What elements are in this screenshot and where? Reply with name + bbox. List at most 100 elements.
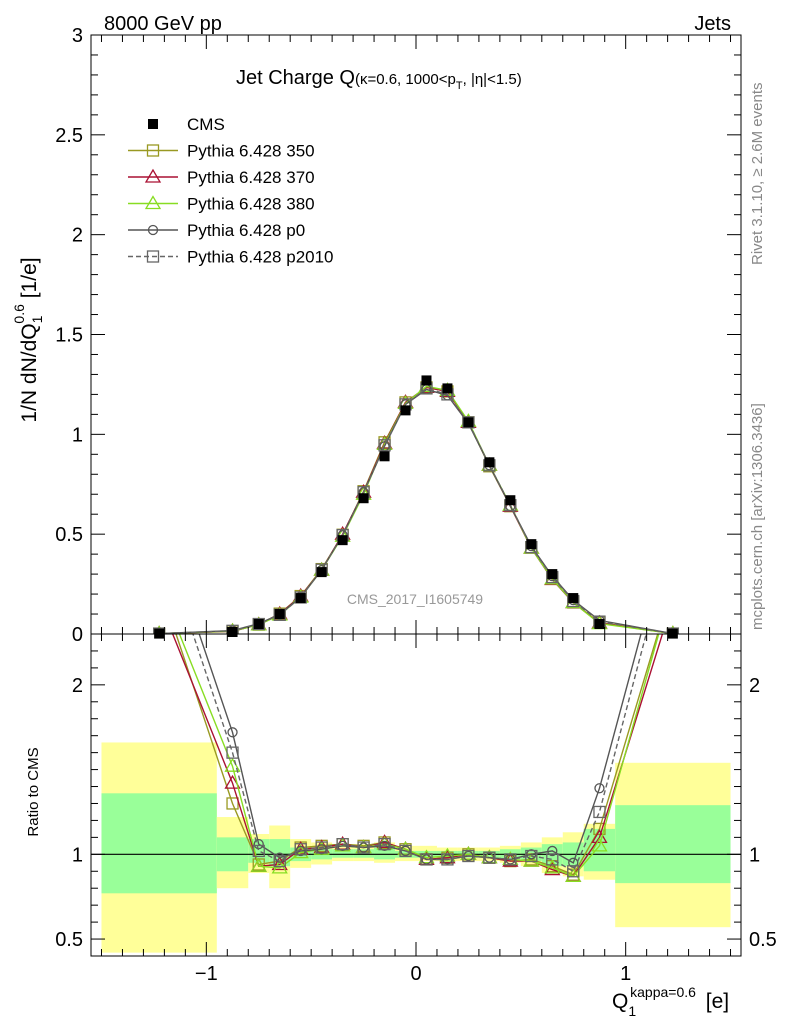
cms-point-16 — [547, 569, 558, 580]
ratio-marker-s3-1 — [227, 727, 238, 738]
cms-point-3 — [274, 609, 285, 620]
ratio-marker-s4-4 — [294, 843, 307, 856]
legend: CMS Pythia 6.428 350 Pythia 6.428 370 Pythi… — [128, 115, 334, 267]
ratio-marker-s4-18 — [593, 805, 606, 819]
xtick-label-0: −1 — [195, 963, 218, 985]
legend-marker-2 — [144, 168, 162, 183]
rivet-label: Rivet 3.1.10, ≥ 2.6M events — [749, 83, 766, 266]
x-label-text: Q — [612, 990, 628, 1013]
cms-point-11 — [442, 383, 453, 394]
xtick-label-2: 1 — [620, 963, 631, 985]
green-band-19 — [615, 805, 731, 884]
ratio-marker-s3-7 — [358, 842, 369, 853]
legend-marker-4 — [147, 224, 159, 236]
ratio-marker-s4-2 — [252, 844, 265, 858]
ratio-marker-s4-8 — [378, 837, 391, 851]
main-marker-s4-8 — [378, 439, 391, 452]
main-marker-s4-2 — [252, 617, 265, 631]
ratio-marker-s3-12 — [463, 850, 474, 862]
main-marker-s4-12 — [462, 416, 475, 429]
x-label-sup: kappa=0.6 — [630, 984, 696, 1000]
legend-marker-5 — [146, 250, 160, 263]
green-band-6 — [332, 849, 354, 858]
plot-title: Jet Charge Q(κ=0.6, 1000<pT, |η|<1.5) — [236, 67, 522, 92]
ratio-marker-s4-15 — [525, 849, 538, 863]
ratio-marker-s4-5 — [315, 841, 328, 854]
ratio-marker-s4-12 — [462, 849, 475, 863]
y-axis-label-main: 1/N dN/dQ10.6 [1/e] — [11, 257, 45, 422]
ratio-marker-s4-11 — [441, 853, 454, 866]
plot-title-sub: (κ=0.6, 1000<p — [355, 71, 456, 88]
legend-label-1: Pythia 6.428 350 — [187, 142, 315, 161]
ratio-marker-s3-5 — [316, 844, 327, 855]
cms-point-1 — [227, 627, 238, 638]
ratio-ytick-label-2: 2 — [72, 675, 83, 697]
ratio-marker-s4-14 — [504, 853, 517, 866]
cms-point-9 — [400, 405, 411, 416]
ratio-marker-s4-17 — [567, 865, 580, 878]
ratio-ytick-label-right-2: 2 — [749, 675, 760, 697]
cms-point-8 — [379, 451, 390, 462]
legend-label-2: Pythia 6.428 370 — [187, 168, 315, 187]
legend-marker-1 — [146, 144, 160, 157]
legend-marker-0 — [148, 119, 158, 129]
main-ytick-label-3: 1.5 — [55, 325, 83, 347]
ratio-marker-s2-1 — [224, 757, 241, 772]
ratio-marker-s4-3 — [273, 854, 286, 868]
cms-point-18 — [594, 619, 605, 630]
ratio-marker-s2-18 — [591, 837, 608, 852]
ratio-marker-s3-14 — [505, 854, 516, 865]
process-label: Jets — [694, 13, 731, 35]
ratio-marker-s1-18 — [591, 829, 608, 844]
ratio-marker-s3-11 — [442, 854, 453, 865]
ratio-marker-s4-6 — [336, 837, 349, 851]
cms-point-12 — [463, 417, 474, 428]
main-ytick-label-1: 0.5 — [55, 524, 83, 546]
ratio-uncertainty-bands — [91, 742, 741, 953]
cms-point-4 — [295, 593, 306, 604]
mcplots-label: mcplots.cern.ch [arXiv:1306.3436] — [749, 403, 766, 630]
ratio-line-series-4 — [192, 634, 647, 873]
main-ytick-label-2: 1 — [72, 424, 83, 446]
plot-title-sub-end: , |η|<1.5) — [463, 71, 522, 88]
x-label-sub: 1 — [628, 1003, 636, 1019]
energy-label: 8000 GeV pp — [104, 13, 222, 35]
legend-label-5: Pythia 6.428 p2010 — [187, 248, 334, 267]
ratio-marker-s4-9 — [399, 844, 412, 858]
ratio-marker-s2-2 — [250, 857, 267, 872]
y-label-text: 1/N dN/dQ — [18, 323, 41, 422]
ratio-marker-s3-17 — [568, 857, 579, 868]
plot-title-main: Jet Charge Q — [236, 67, 355, 89]
ratio-marker-s3-18 — [594, 783, 605, 794]
ratio-marker-s2-16 — [544, 859, 561, 874]
cms-point-2 — [253, 619, 264, 630]
ratio-marker-s4-16 — [546, 853, 559, 866]
main-ytick-label-4: 2 — [72, 225, 83, 247]
ratio-curves — [171, 634, 664, 882]
cms-point-13 — [484, 457, 495, 468]
cms-point-10 — [421, 375, 432, 386]
ratio-marker-s2-11 — [439, 847, 456, 862]
ratio-marker-s2-15 — [523, 852, 540, 867]
ratio-ytick-label-0: 0.5 — [55, 929, 83, 951]
main-ytick-label-6: 3 — [72, 25, 83, 47]
main-ytick-label-0: 0 — [72, 624, 83, 646]
cms-point-15 — [526, 539, 537, 550]
ratio-marker-s3-9 — [400, 845, 411, 857]
ratio-marker-s3-3 — [274, 852, 285, 863]
y-axis-label-ratio: Ratio to CMS — [25, 747, 42, 836]
main-ytick-label-5: 2.5 — [55, 125, 83, 147]
green-band-8 — [374, 847, 396, 860]
ratio-marker-s4-10 — [420, 853, 433, 866]
cms-point-7 — [358, 493, 369, 504]
y-label-unit: [1/e] — [18, 257, 41, 304]
ratio-marker-s0-1 — [226, 797, 239, 810]
ratio-marker-s2-17 — [565, 868, 582, 882]
x-label-unit: [e] — [700, 990, 729, 1013]
ratio-marker-s4-1 — [226, 746, 239, 759]
ratio-marker-s1-8 — [376, 834, 393, 849]
ratio-marker-s3-6 — [337, 840, 348, 851]
ratio-ytick-label-1: 1 — [72, 844, 83, 866]
cms-point-14 — [505, 495, 516, 506]
